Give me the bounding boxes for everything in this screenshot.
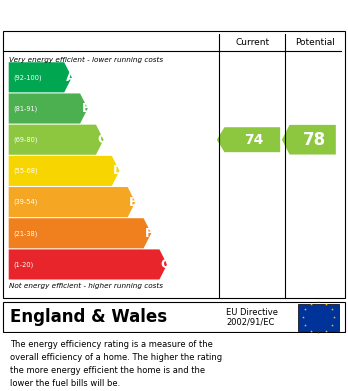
Polygon shape — [9, 125, 104, 155]
Polygon shape — [217, 127, 280, 152]
Text: (81-91): (81-91) — [13, 105, 37, 112]
Polygon shape — [9, 218, 151, 248]
Polygon shape — [9, 187, 135, 217]
Text: (69-80): (69-80) — [13, 136, 37, 143]
Text: D: D — [113, 164, 124, 178]
Text: Energy Efficiency Rating: Energy Efficiency Rating — [78, 7, 270, 21]
Polygon shape — [9, 62, 72, 92]
Text: Potential: Potential — [295, 38, 335, 47]
Text: (1-20): (1-20) — [13, 261, 33, 268]
Text: The energy efficiency rating is a measure of the
overall efficiency of a home. T: The energy efficiency rating is a measur… — [10, 340, 223, 387]
Polygon shape — [9, 93, 88, 124]
Text: Very energy efficient - lower running costs: Very energy efficient - lower running co… — [9, 56, 163, 63]
Text: E: E — [129, 196, 137, 208]
Text: (21-38): (21-38) — [13, 230, 37, 237]
Text: EU Directive: EU Directive — [226, 308, 278, 317]
Text: (92-100): (92-100) — [13, 74, 41, 81]
Text: G: G — [161, 258, 171, 271]
Text: Current: Current — [235, 38, 269, 47]
Bar — [298, 304, 339, 330]
Text: B: B — [81, 102, 91, 115]
Text: 74: 74 — [244, 133, 264, 147]
Text: (39-54): (39-54) — [13, 199, 37, 205]
Polygon shape — [9, 156, 119, 186]
Text: England & Wales: England & Wales — [10, 308, 168, 326]
Text: C: C — [97, 133, 106, 146]
Polygon shape — [9, 249, 167, 280]
Text: 2002/91/EC: 2002/91/EC — [226, 317, 275, 326]
Text: 78: 78 — [303, 131, 326, 149]
Text: F: F — [145, 227, 153, 240]
Text: Not energy efficient - higher running costs: Not energy efficient - higher running co… — [9, 283, 163, 289]
Text: (55-68): (55-68) — [13, 168, 38, 174]
Polygon shape — [282, 125, 336, 154]
Text: A: A — [66, 71, 75, 84]
